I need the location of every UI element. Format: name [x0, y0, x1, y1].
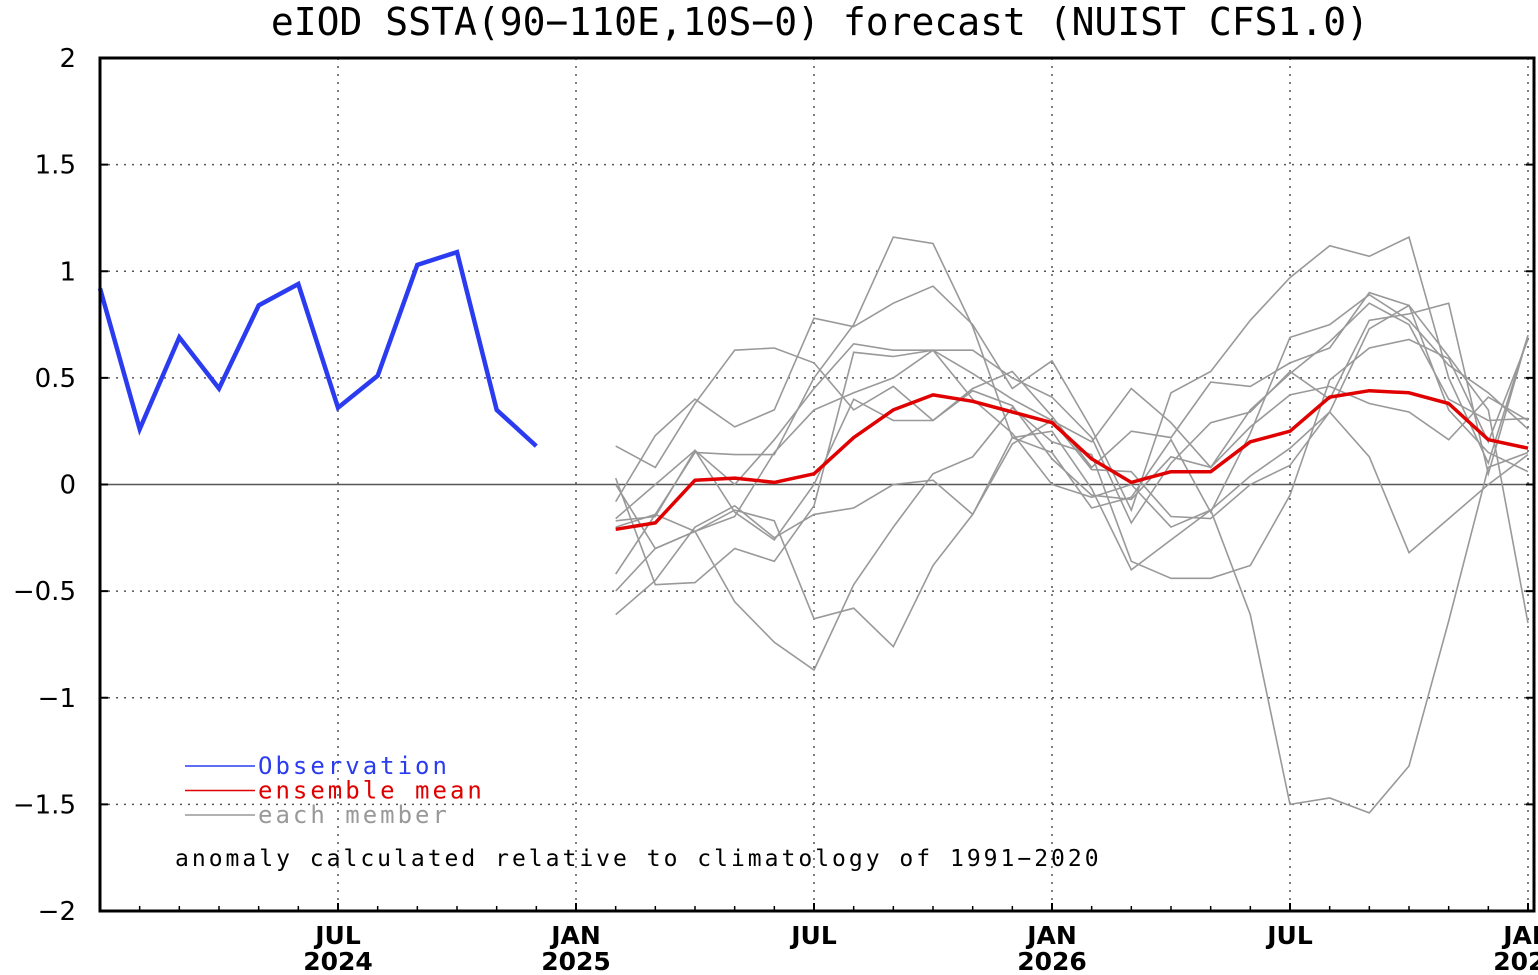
- x-tick-month: JUL: [313, 921, 361, 950]
- x-axis: JUL2024JAN2025JULJAN2026JULJAN2027: [99, 903, 1538, 975]
- observation-line: [97, 249, 538, 448]
- x-tick-month: JAN: [1501, 921, 1538, 950]
- y-tick-label: 0: [59, 471, 76, 501]
- member-line: [615, 385, 1529, 542]
- member-line: [615, 410, 1529, 648]
- x-tick-year: 2025: [541, 947, 611, 975]
- y-tick-label: −1: [38, 684, 76, 714]
- plot-frame: [98, 56, 1536, 913]
- member-line: [614, 349, 1529, 814]
- ensemble-mean-series: [615, 388, 1529, 532]
- y-tick-label: 1.5: [35, 151, 76, 181]
- member-line: [615, 304, 1529, 616]
- member-lines: [614, 235, 1529, 814]
- member-line: [615, 338, 1529, 672]
- legend-label: each member: [258, 801, 450, 829]
- member-line: [615, 291, 1529, 624]
- member-line: [615, 236, 1529, 528]
- x-tick-month: JUL: [789, 921, 837, 950]
- x-tick-year: 2026: [1017, 947, 1087, 975]
- y-tick-label: −2: [38, 897, 76, 927]
- x-tick-month: JAN: [1025, 921, 1077, 950]
- y-axis: 2 1.5 1 0.5 0 −0.5 −1 −1.5 −2: [13, 44, 1534, 927]
- ensemble-mean-line: [615, 388, 1529, 532]
- y-tick-label: 2: [59, 44, 76, 74]
- chart-title: eIOD SSTA(90−110E,10S−0) forecast (NUIST…: [271, 0, 1369, 44]
- x-tick-year: 2024: [303, 947, 373, 975]
- member-line: [615, 302, 1529, 525]
- legend-label: Observation: [258, 752, 450, 780]
- member-line: [615, 235, 1529, 513]
- x-tick-month: JUL: [1265, 921, 1313, 950]
- y-tick-label: 0.5: [35, 364, 76, 394]
- y-tick-label: −0.5: [13, 577, 76, 607]
- legend-label: ensemble mean: [258, 777, 485, 805]
- y-tick-label: −1.5: [13, 790, 76, 820]
- x-tick-year: 2027: [1493, 947, 1538, 975]
- observation-series: [97, 249, 538, 448]
- member-line: [615, 302, 1529, 550]
- climatology-annotation: anomaly calculated relative to climatolo…: [175, 846, 1102, 872]
- y-tick-label: 1: [59, 257, 76, 287]
- grid: [100, 58, 1534, 911]
- x-tick-month: JAN: [549, 921, 601, 950]
